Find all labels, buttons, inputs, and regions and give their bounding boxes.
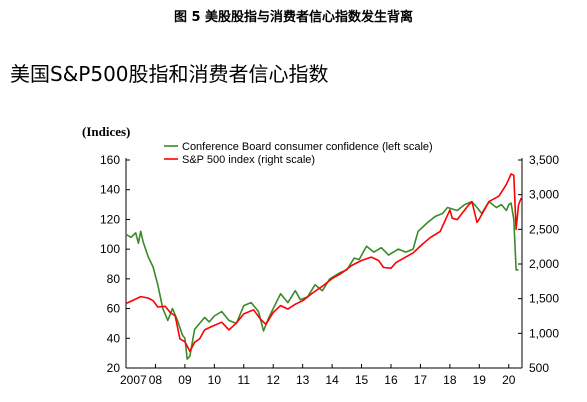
x-tick-label: 15 (355, 373, 369, 387)
legend: Conference Board consumer confidence (le… (164, 141, 433, 166)
right-tick-label: 500 (529, 361, 549, 375)
left-tick-label: 80 (107, 272, 121, 286)
figure-caption: 图 5 美股股指与消费者信心指数发生背离 (173, 10, 414, 25)
series-layer (125, 173, 522, 360)
x-tick-label: 14 (325, 373, 339, 387)
legend-label: Conference Board consumer confidence (le… (182, 141, 433, 153)
left-tick-label: 140 (100, 183, 120, 197)
x-tick-label: 19 (473, 373, 487, 387)
sp500-line (125, 173, 522, 353)
right-tick-label: 3,500 (529, 153, 559, 167)
x-tick-label: 20 (502, 373, 516, 387)
x-tick-label: 2007 (120, 373, 147, 387)
x-tick-label: 10 (208, 373, 222, 387)
x-tick-label: 12 (267, 373, 281, 387)
x-tick-label: 17 (414, 373, 428, 387)
left-tick-label: 120 (100, 212, 120, 226)
right-tick-label: 2,500 (529, 222, 559, 236)
x-tick-label: 18 (443, 373, 457, 387)
left-tick-label: 20 (107, 361, 121, 375)
unit-label: (Indices) (82, 124, 130, 139)
x-tick-label: 09 (178, 373, 192, 387)
legend-label: S&P 500 index (right scale) (182, 154, 315, 166)
left-tick-label: 100 (100, 242, 120, 256)
axes: 20 40 60 80 100 120 140 160 500 1,000 1,500 2,000 2,… (100, 153, 559, 387)
right-tick-label: 3,000 (529, 188, 559, 202)
right-tick-label: 1,500 (529, 292, 559, 306)
consumer-confidence-line (125, 200, 519, 360)
left-tick-label: 40 (107, 331, 121, 345)
right-tick-label: 1,000 (529, 326, 559, 340)
x-tick-label: 13 (296, 373, 310, 387)
x-tick-label: 16 (384, 373, 398, 387)
left-tick-label: 160 (100, 153, 120, 167)
right-tick-label: 2,000 (529, 257, 559, 271)
figure-heading: 美国S&P500股指和消费者信心指数 (10, 62, 329, 86)
left-tick-label: 60 (107, 302, 121, 316)
x-tick-label: 08 (149, 373, 163, 387)
x-tick-label: 11 (238, 373, 251, 387)
